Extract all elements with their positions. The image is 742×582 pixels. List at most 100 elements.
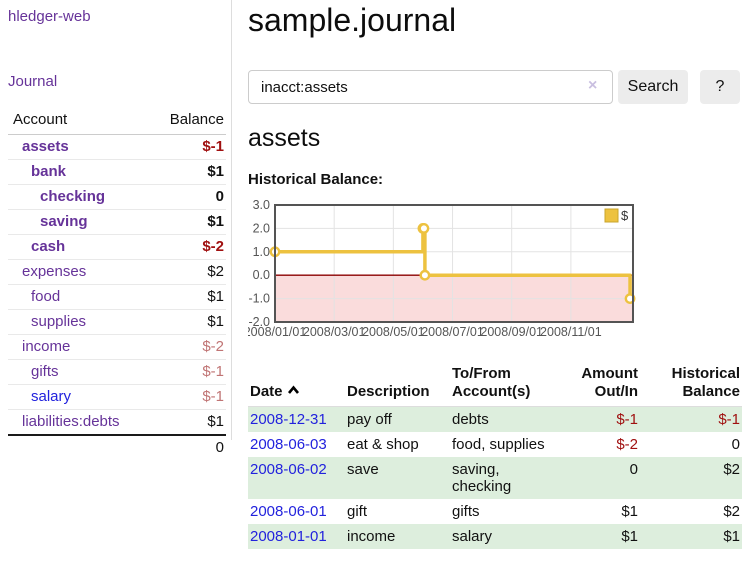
app-brand-link[interactable]: hledger-web xyxy=(8,8,91,25)
page-title: sample.journal xyxy=(248,2,457,38)
search-button[interactable]: Search xyxy=(618,70,688,104)
accounts-header-account: Account xyxy=(8,107,150,135)
accounts-total-row: 0 xyxy=(8,434,226,460)
account-link-saving[interactable]: saving xyxy=(40,213,88,230)
transaction-accounts: gifts xyxy=(452,503,480,520)
svg-text:2008/07/01: 2008/07/01 xyxy=(421,325,484,339)
account-link-cash[interactable]: cash xyxy=(31,238,66,255)
transaction-amount: $-1 xyxy=(616,411,638,428)
transaction-balance: $1 xyxy=(723,528,740,545)
account-link-checking[interactable]: checking xyxy=(40,188,106,205)
account-balance: $-1 xyxy=(149,134,226,160)
register-row: 2008-06-03 eat & shop food, supplies $-2 0 xyxy=(248,432,742,457)
register-row: 2008-06-01 gift gifts $1 $2 xyxy=(248,499,742,524)
search-form: × Search ? xyxy=(248,70,742,104)
sort-up-icon xyxy=(287,382,300,400)
account-balance: $1 xyxy=(149,159,226,185)
accounts-table: Account Balance assets $-1 bank $1 checking 0… xyxy=(8,107,226,460)
account-link-salary[interactable]: salary xyxy=(31,388,72,405)
account-row: gifts $-1 xyxy=(8,359,226,385)
svg-text:2008/01/01: 2008/01/01 xyxy=(248,325,306,339)
chart-legend-label: $ xyxy=(621,208,629,223)
transaction-date-link[interactable]: 2008-01-01 xyxy=(250,528,327,545)
transaction-amount: 0 xyxy=(629,461,638,478)
chart-title: Historical Balance: xyxy=(248,171,384,188)
register-header-balance: Historical Balance xyxy=(640,363,742,407)
account-row: cash $-2 xyxy=(8,234,226,260)
chart-canvas: 3.0 2.0 1.0 0.0 -1.0 -2.02008/01/012008/03/01… xyxy=(244,198,636,339)
register-header-date[interactable]: Date xyxy=(248,363,345,407)
account-balance: $-1 xyxy=(149,359,226,385)
transaction-balance: $-1 xyxy=(718,411,740,428)
account-row: bank $1 xyxy=(8,159,226,185)
account-balance: $1 xyxy=(149,309,226,335)
account-row: checking 0 xyxy=(8,184,226,210)
account-row: supplies $1 xyxy=(8,309,226,335)
transaction-date-link[interactable]: 2008-06-02 xyxy=(250,461,327,478)
transaction-date-link[interactable]: 2008-06-03 xyxy=(250,436,327,453)
account-row: salary $-1 xyxy=(8,384,226,410)
account-link-gifts[interactable]: gifts xyxy=(31,363,59,380)
transaction-accounts: saving, checking xyxy=(452,461,512,495)
account-link-income[interactable]: income xyxy=(22,338,71,355)
account-balance: $1 xyxy=(149,284,226,310)
account-heading: assets xyxy=(248,124,321,152)
main-content: sample.journal × Search ? assets Histori… xyxy=(244,0,742,582)
sidebar-item-journal[interactable]: Journal xyxy=(8,73,58,90)
svg-text:0.0: 0.0 xyxy=(253,268,270,282)
register-row: 2008-01-01 income salary $1 $1 xyxy=(248,524,742,549)
transaction-accounts: debts xyxy=(452,411,489,428)
transaction-balance: 0 xyxy=(731,436,740,453)
svg-text:-2.0: -2.0 xyxy=(248,315,270,329)
sidebar: hledger-web Journal Account Balance asse… xyxy=(0,0,232,460)
transaction-accounts: food, supplies xyxy=(452,436,545,453)
svg-text:1.0: 1.0 xyxy=(253,245,270,259)
svg-text:3.0: 3.0 xyxy=(253,198,270,212)
clear-search-icon[interactable]: × xyxy=(588,77,598,94)
accounts-header-row: Account Balance xyxy=(8,107,226,135)
register-row: 2008-06-02 save saving, checking 0 $2 xyxy=(248,457,742,499)
svg-text:2.0: 2.0 xyxy=(253,221,270,235)
account-balance: $1 xyxy=(149,209,226,235)
register-row: 2008-12-31 pay off debts $-1 $-1 xyxy=(248,406,742,432)
account-row: liabilities:debts $1 xyxy=(8,409,226,436)
account-link-bank[interactable]: bank xyxy=(31,163,67,180)
account-balance: $1 xyxy=(149,409,226,436)
account-balance: 0 xyxy=(149,184,226,210)
account-row: expenses $2 xyxy=(8,259,226,285)
svg-text:2008/03/01: 2008/03/01 xyxy=(303,325,366,339)
transaction-date-link[interactable]: 2008-12-31 xyxy=(250,411,327,428)
register-header-amount: Amount Out/In xyxy=(555,363,640,407)
historical-balance-chart: 3.0 2.0 1.0 0.0 -1.0 -2.0 2008/01/01 2008/03/01… xyxy=(244,198,648,343)
account-row: food $1 xyxy=(8,284,226,310)
account-row: saving $1 xyxy=(8,209,226,235)
transaction-description: income xyxy=(347,528,396,545)
register-header-accounts: To/From Account(s) xyxy=(450,363,555,407)
account-link-liabilities-debts[interactable]: liabilities:debts xyxy=(22,413,120,430)
transaction-description: gift xyxy=(347,503,368,520)
account-balance: $-2 xyxy=(149,234,226,260)
help-button[interactable]: ? xyxy=(700,70,740,104)
accounts-header-balance: Balance xyxy=(149,107,226,135)
transaction-date-link[interactable]: 2008-06-01 xyxy=(250,503,327,520)
account-link-supplies[interactable]: supplies xyxy=(31,313,87,330)
transaction-amount: $-2 xyxy=(616,436,638,453)
account-link-food[interactable]: food xyxy=(31,288,61,305)
transaction-description: save xyxy=(347,461,379,478)
svg-text:2008/05/01: 2008/05/01 xyxy=(362,325,425,339)
transaction-description: pay off xyxy=(347,411,392,428)
svg-text:-1.0: -1.0 xyxy=(248,292,270,306)
register-header-row: Date Description To/From Account(s) Amou… xyxy=(248,363,742,407)
transaction-amount: $1 xyxy=(621,503,638,520)
svg-text:2008/09/01: 2008/09/01 xyxy=(480,325,543,339)
transaction-balance: $2 xyxy=(723,503,740,520)
register-table: Date Description To/From Account(s) Amou… xyxy=(248,363,742,549)
account-row: income $-2 xyxy=(8,334,226,360)
search-input[interactable] xyxy=(248,70,613,104)
register-header-description: Description xyxy=(345,363,450,407)
account-balance: $-1 xyxy=(149,384,226,410)
account-row: assets $-1 xyxy=(8,134,226,160)
account-link-assets[interactable]: assets xyxy=(22,138,69,155)
account-link-expenses[interactable]: expenses xyxy=(22,263,87,280)
account-balance: $2 xyxy=(149,259,226,285)
